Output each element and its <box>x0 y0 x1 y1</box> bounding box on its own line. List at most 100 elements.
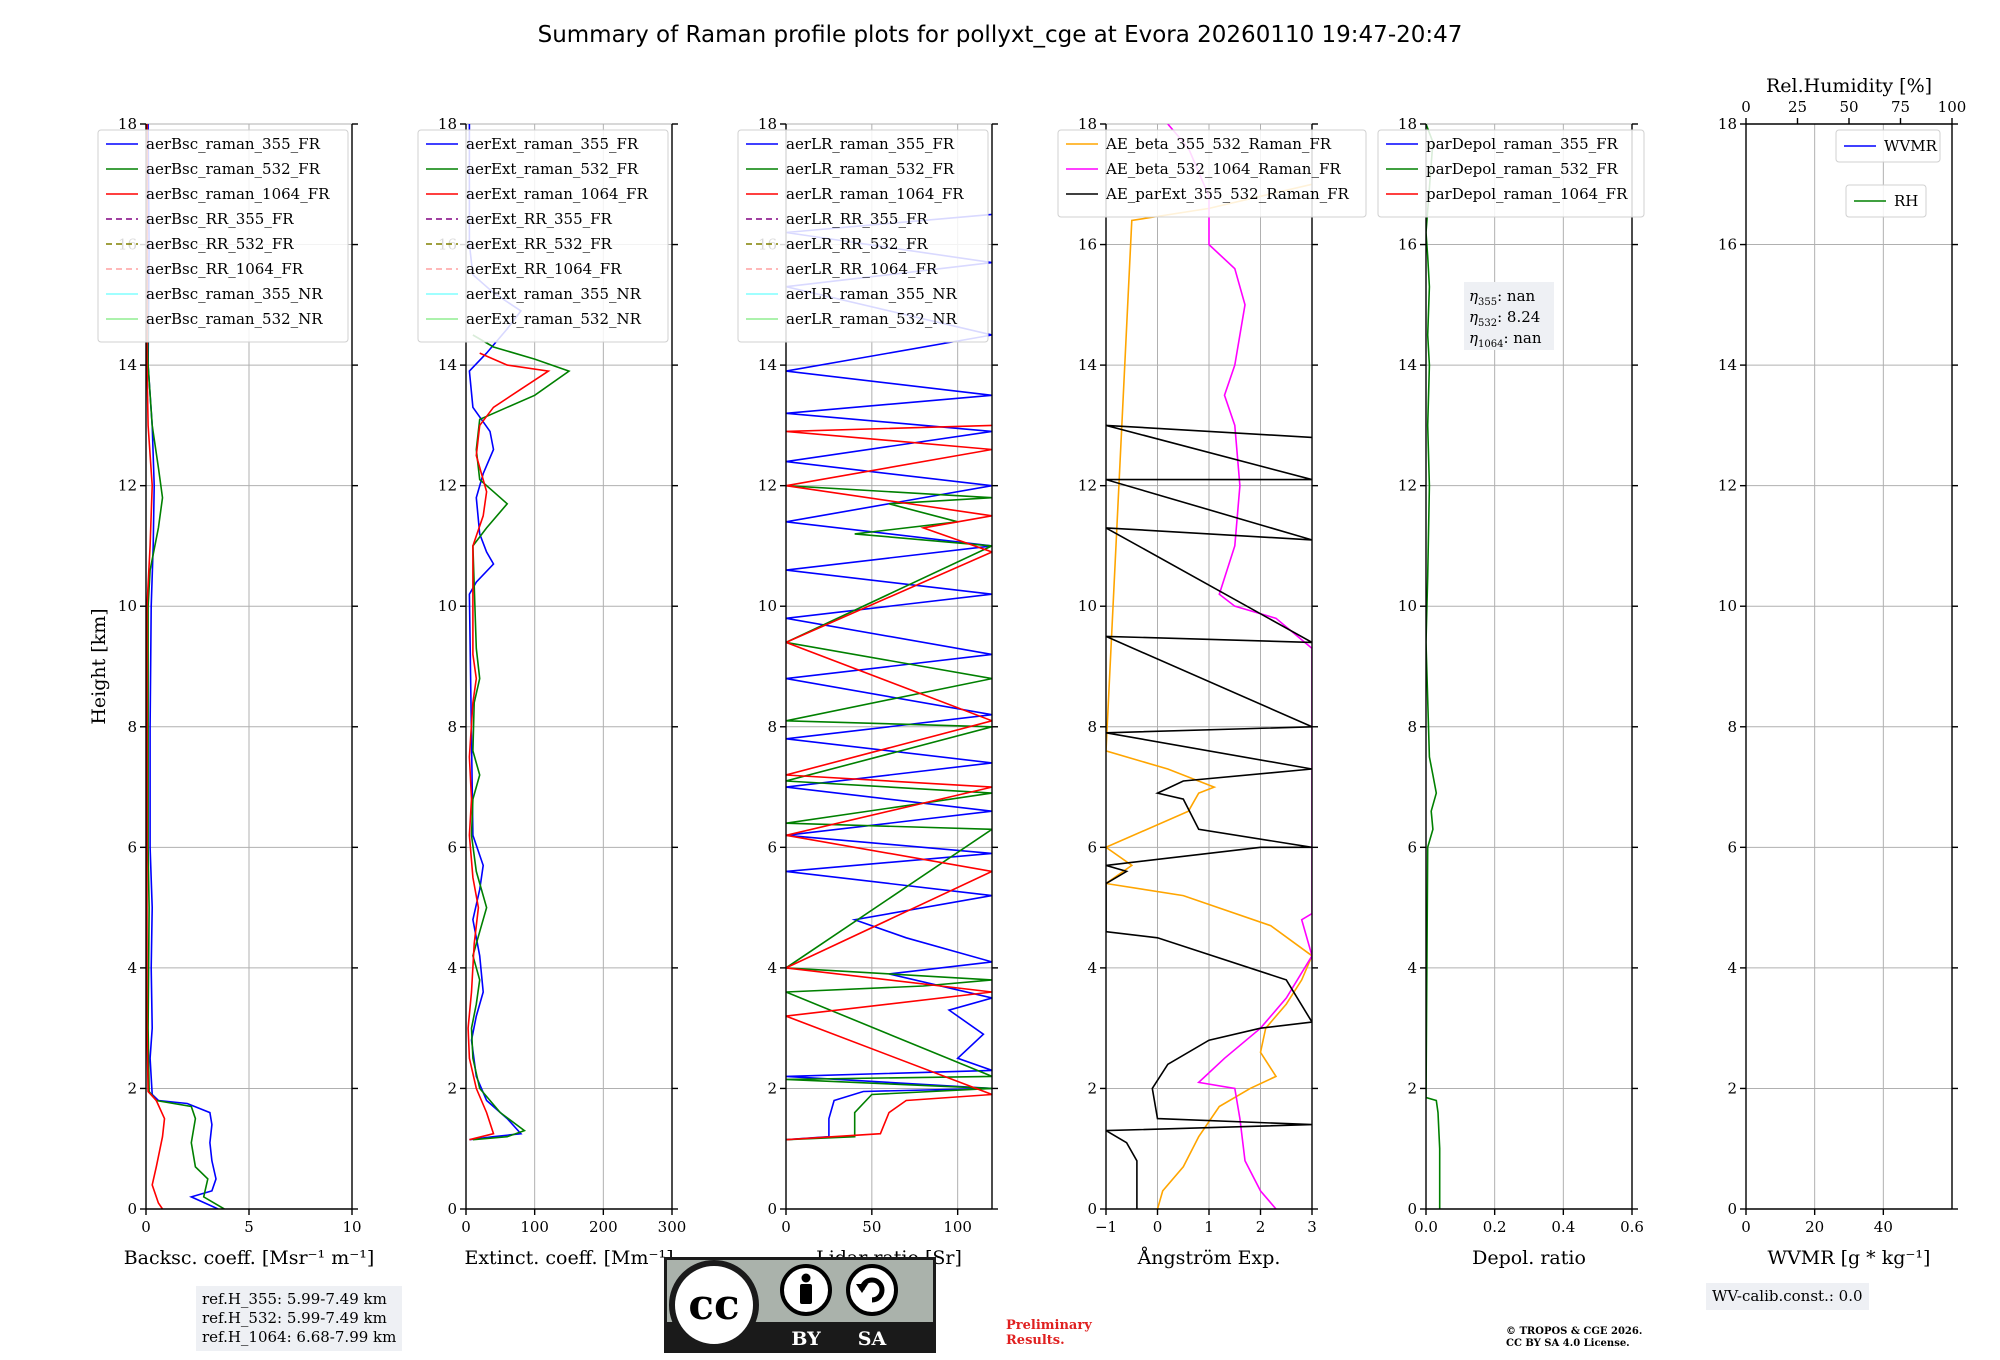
x-tick-label: 2 <box>1256 1218 1266 1236</box>
legend-label: aerLR_RR_532_FR <box>786 235 928 253</box>
y-tick-label: 10 <box>118 597 137 615</box>
y-tick-label: 12 <box>118 477 137 495</box>
x-tick-label: 0 <box>1741 1218 1751 1236</box>
legend-label: aerBsc_raman_532_NR <box>146 310 323 328</box>
series-line-aerBsc_raman_355_FR <box>147 124 219 1209</box>
legend-box <box>737 129 989 343</box>
legend-label: aerExt_raman_1064_FR <box>466 185 648 203</box>
legend-label: aerLR_raman_355_NR <box>786 285 957 303</box>
series-line-aerLR_raman_1064_FR <box>786 424 992 1141</box>
y-tick-label: 10 <box>758 597 777 615</box>
x-axis-label: WVMR [g * kg⁻¹] <box>1768 1247 1931 1269</box>
y-tick-label: 14 <box>1078 356 1097 374</box>
sa-share-icon <box>846 1264 898 1316</box>
panel-backscatter: 0246810121416180510Backsc. coeff. [Msr⁻¹… <box>88 115 374 1269</box>
legend-box <box>1835 129 1941 163</box>
x-tick-label: 0.6 <box>1620 1218 1644 1236</box>
y-tick-label: 6 <box>767 838 777 856</box>
x-tick-label: 100 <box>943 1218 972 1236</box>
y-tick-label: 18 <box>118 115 137 133</box>
top-tick-label: 25 <box>1788 98 1807 116</box>
y-tick-label: 4 <box>1407 959 1417 977</box>
y-tick-label: 14 <box>118 356 137 374</box>
legend-label: WVMR <box>1884 137 1938 155</box>
x-tick-label: 0 <box>1153 1218 1163 1236</box>
y-tick-label: 8 <box>1087 718 1097 736</box>
x-tick-label: 10 <box>342 1218 361 1236</box>
series-line-AE_beta_532_1064_Raman_FR <box>1167 124 1312 1209</box>
y-tick-label: 12 <box>1398 477 1417 495</box>
y-tick-label: 4 <box>127 959 137 977</box>
legend-box <box>1057 129 1367 218</box>
wv-calib-text: WV-calib.const.: 0.0 <box>1712 1287 1863 1305</box>
preliminary-note: Preliminary Results. <box>1006 1318 1092 1348</box>
y-tick-label: 14 <box>438 356 457 374</box>
y-tick-label: 0 <box>767 1200 777 1218</box>
y-tick-label: 0 <box>1727 1200 1737 1218</box>
legend-label: aerLR_raman_532_NR <box>786 310 957 328</box>
legend-label: aerExt_raman_532_NR <box>466 310 642 328</box>
x-tick-label: 0 <box>781 1218 791 1236</box>
wv-calib-box: WV-calib.const.: 0.0 <box>1706 1283 1869 1310</box>
y-tick-label: 2 <box>1407 1079 1417 1097</box>
y-tick-label: 0 <box>1087 1200 1097 1218</box>
legend-label: parDepol_raman_1064_FR <box>1426 185 1628 203</box>
preliminary-line-2: Results. <box>1006 1333 1065 1348</box>
legend-label: parDepol_raman_532_FR <box>1426 160 1619 178</box>
y-tick-label: 14 <box>758 356 777 374</box>
x-tick-label: −1 <box>1095 1218 1117 1236</box>
x-axis-label: Depol. ratio <box>1472 1247 1586 1269</box>
y-tick-label: 2 <box>1087 1079 1097 1097</box>
legend-label: aerBsc_RR_1064_FR <box>146 260 304 278</box>
y-tick-label: 2 <box>1727 1079 1737 1097</box>
legend-label: aerBsc_RR_532_FR <box>146 235 294 253</box>
legend-label: aerExt_raman_532_FR <box>466 160 639 178</box>
legend-label: aerBsc_RR_355_FR <box>146 210 294 228</box>
legend-label: aerExt_raman_355_FR <box>466 135 639 153</box>
y-tick-label: 10 <box>1718 597 1737 615</box>
x-axis-label: Extinct. coeff. [Mm⁻¹] <box>464 1247 673 1269</box>
cc-logo-icon <box>669 1260 759 1350</box>
y-tick-label: 18 <box>1718 115 1737 133</box>
y-tick-label: 8 <box>1407 718 1417 736</box>
y-tick-label: 6 <box>1727 838 1737 856</box>
annotation-eta: η1064: nan <box>1469 329 1542 350</box>
y-tick-label: 4 <box>1727 959 1737 977</box>
x-tick-label: 1 <box>1204 1218 1214 1236</box>
legend-label: aerLR_raman_532_FR <box>786 160 955 178</box>
ref-height-1064: ref.H_1064: 6.68-7.99 km <box>202 1328 397 1346</box>
y-tick-label: 6 <box>447 838 457 856</box>
y-tick-label: 16 <box>1718 236 1737 254</box>
y-tick-label: 8 <box>447 718 457 736</box>
y-tick-label: 18 <box>1078 115 1097 133</box>
y-tick-label: 18 <box>1398 115 1417 133</box>
y-tick-label: 10 <box>1398 597 1417 615</box>
annotation-eta: η532: 8.24 <box>1469 308 1540 329</box>
y-tick-label: 4 <box>1087 959 1097 977</box>
y-tick-label: 8 <box>767 718 777 736</box>
y-tick-label: 2 <box>767 1079 777 1097</box>
legend-label: aerBsc_raman_355_FR <box>146 135 321 153</box>
x-tick-label: 0 <box>141 1218 151 1236</box>
annotation-eta: η355: nan <box>1469 287 1536 308</box>
legend-label: aerBsc_raman_355_NR <box>146 285 323 303</box>
x-tick-label: 40 <box>1874 1218 1893 1236</box>
top-tick-label: 0 <box>1741 98 1751 116</box>
y-tick-label: 18 <box>758 115 777 133</box>
reference-heights-box: ref.H_355: 5.99-7.49 km ref.H_532: 5.99-… <box>196 1286 403 1351</box>
series-line-aerExt_raman_1064_FR <box>467 352 551 1141</box>
legend-label: aerExt_RR_1064_FR <box>466 260 622 278</box>
x-tick-label: 0 <box>461 1218 471 1236</box>
x-tick-label: 20 <box>1805 1218 1824 1236</box>
x-tick-label: 3 <box>1307 1218 1317 1236</box>
y-tick-label: 6 <box>1087 838 1097 856</box>
legend-label: parDepol_raman_355_FR <box>1426 135 1619 153</box>
x-tick-label: 100 <box>520 1218 549 1236</box>
legend-label: aerExt_RR_355_FR <box>466 210 613 228</box>
legend-label: RH <box>1894 192 1918 210</box>
y-tick-label: 10 <box>1078 597 1097 615</box>
legend-label: aerExt_RR_532_FR <box>466 235 613 253</box>
page-title: Summary of Raman profile plots for polly… <box>537 22 1463 48</box>
series-line-aerBsc_raman_532_FR <box>146 124 225 1209</box>
y-tick-label: 12 <box>758 477 777 495</box>
